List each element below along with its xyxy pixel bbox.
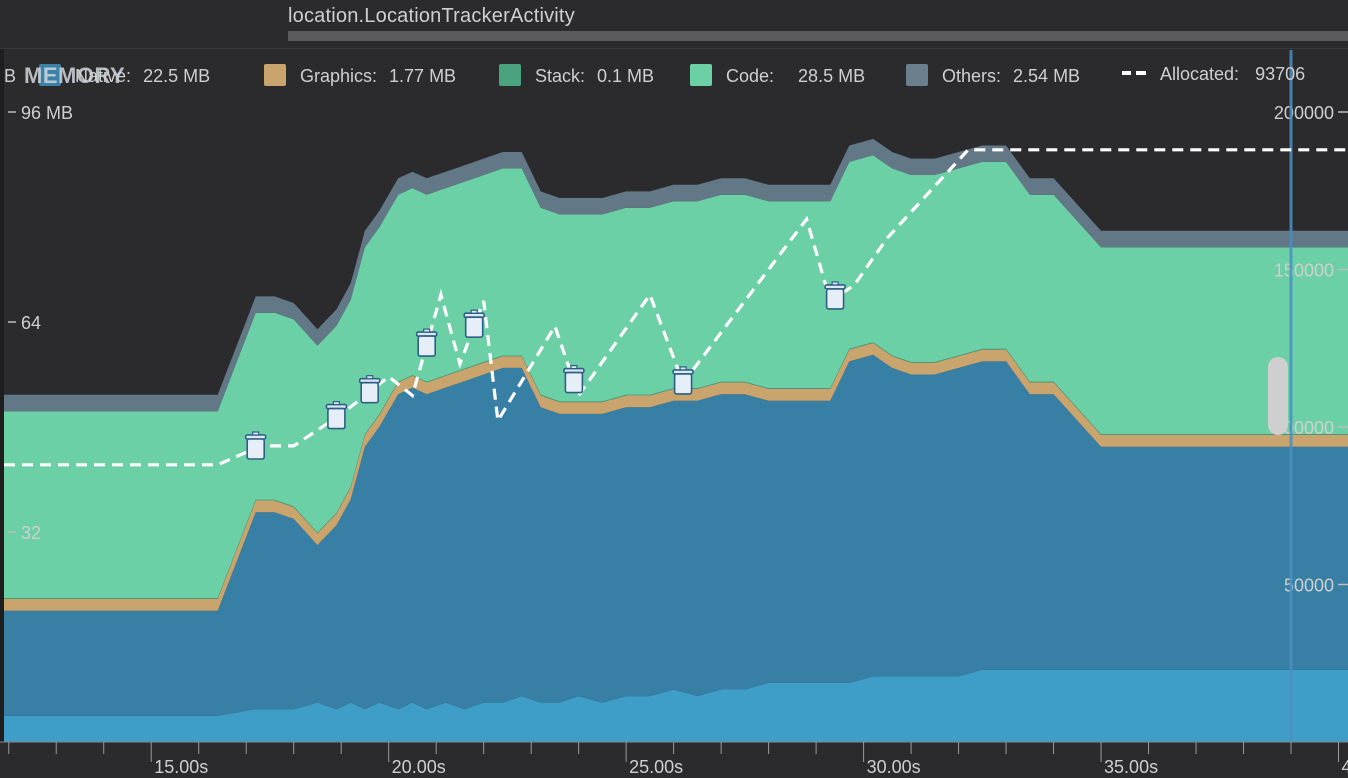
legend-stack-value: 0.1 MB [597, 66, 655, 86]
legend-graphics: Graphics: 1.77 MB [264, 64, 456, 87]
code-swatch [690, 64, 712, 86]
gc-event-icon[interactable] [824, 281, 846, 310]
monitor-title: MEMORY [24, 63, 126, 88]
legend-native: B Native: 22.5 MB [4, 64, 210, 87]
vertical-scrollbar-thumb[interactable] [1268, 357, 1288, 435]
gc-event-icon[interactable] [358, 375, 381, 404]
legend-native-label: Native: [75, 66, 132, 86]
legend-native-prefix: B [4, 66, 17, 86]
y-left-label-2: 32 [21, 523, 41, 543]
native-swatch [39, 64, 62, 86]
x-label-0: 15.00s [154, 757, 208, 777]
gc-event-icon[interactable] [325, 401, 348, 430]
y-right-label-0: 200000 [1274, 103, 1334, 123]
activity-duration-bar[interactable] [288, 31, 1348, 41]
legend-graphics-value: 1.77 MB [389, 66, 457, 86]
gc-event-icon[interactable] [415, 328, 438, 357]
legend-others: Others: 2.54 MB [906, 64, 1080, 87]
others-swatch [906, 64, 928, 86]
y-right-label-3: 50000 [1284, 576, 1334, 596]
legend-graphics-label: Graphics: [300, 66, 378, 86]
legend-stack: Stack: 0.1 MB [499, 64, 654, 87]
y-right-label-2: 100000 [1274, 418, 1334, 438]
gc-event-icon[interactable] [563, 365, 585, 394]
activity-label: location.LocationTrackerActivity [288, 5, 575, 27]
allocated-swatch [1122, 71, 1146, 75]
graphics-swatch [264, 64, 286, 86]
legend-code-value: 28.5 MB [798, 66, 866, 86]
legend-others-label: Others: [942, 66, 1002, 86]
gc-event-icon[interactable] [672, 366, 694, 395]
area-others [4, 138, 1348, 412]
x-label-2: 25.00s [629, 757, 683, 777]
x-label-3: 30.00s [867, 757, 921, 777]
legend-allocated: Allocated: 93706 [1122, 64, 1305, 85]
legend-allocated-value: 93706 [1255, 64, 1306, 84]
legend-native-value: 22.5 MB [143, 66, 211, 86]
y-left-label-1: 64 [21, 313, 41, 333]
x-label-4: 35.00s [1104, 757, 1158, 777]
legend-stack-label: Stack: [535, 66, 586, 86]
legend-others-value: 2.54 MB [1013, 66, 1081, 86]
area-java [4, 354, 1348, 716]
legend: B Native: 22.5 MB Graphics: 1.77 MB Stack:… [0, 58, 1348, 94]
area-graphics [4, 343, 1348, 611]
legend-allocated-label: Allocated: [1160, 64, 1240, 84]
gc-event-icon[interactable] [463, 309, 486, 339]
stack-swatch [499, 64, 521, 86]
x-label-1: 20.00s [392, 757, 446, 777]
allocated-line [4, 148, 1348, 467]
legend-code: Code: 28.5 MB [690, 64, 865, 87]
legend-code-label: Code: [726, 66, 775, 86]
area-native [4, 669, 1348, 742]
x-label-5: 40.00s [1342, 757, 1348, 777]
activity-bar: location.LocationTrackerActivity [0, 0, 1348, 49]
y-right-label-1: 150000 [1274, 261, 1334, 281]
gc-event-icon[interactable] [244, 431, 267, 460]
y-left-label-0: 96 MB [21, 103, 73, 123]
left-border [0, 0, 4, 778]
